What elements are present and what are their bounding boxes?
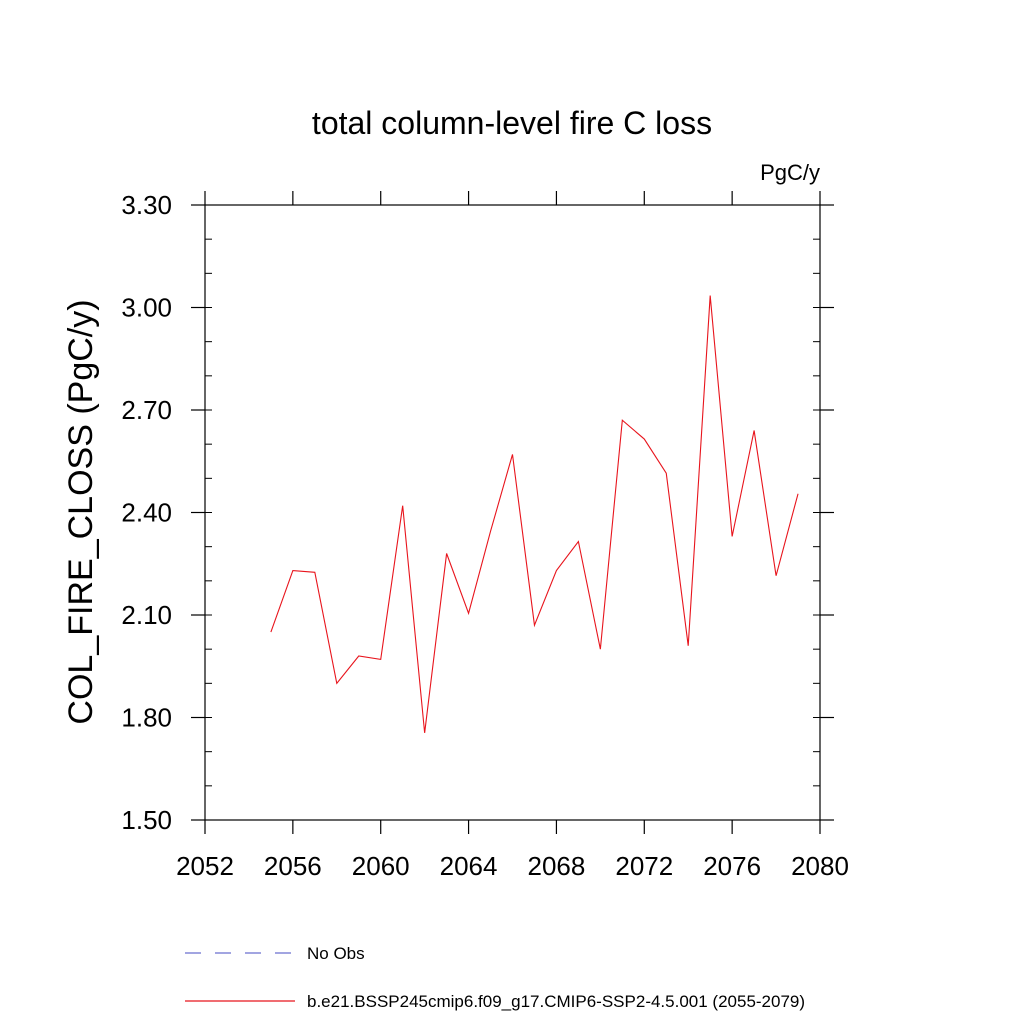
series-group bbox=[270, 295, 799, 733]
x-tick-label: 2068 bbox=[528, 851, 586, 881]
y-tick-label: 3.30 bbox=[121, 190, 172, 220]
legend-label-no-obs: No Obs bbox=[307, 944, 365, 963]
legend: No Obs b.e21.BSSP245cmip6.f09_g17.CMIP6-… bbox=[185, 944, 805, 1011]
x-tick-label: 2056 bbox=[264, 851, 322, 881]
series-line bbox=[270, 295, 799, 733]
x-tick-label: 2080 bbox=[791, 851, 849, 881]
legend-label-model: b.e21.BSSP245cmip6.f09_g17.CMIP6-SSP2-4.… bbox=[307, 992, 805, 1011]
axis-ticks bbox=[191, 191, 834, 834]
x-tick-label: 2076 bbox=[703, 851, 761, 881]
x-tick-label: 2052 bbox=[176, 851, 234, 881]
y-tick-label: 2.10 bbox=[121, 600, 172, 630]
y-tick-labels: 1.50 1.80 2.10 2.40 2.70 3.00 3.30 bbox=[121, 190, 172, 835]
x-tick-label: 2064 bbox=[440, 851, 498, 881]
plot-frame bbox=[204, 204, 821, 821]
y-tick-label: 1.80 bbox=[121, 703, 172, 733]
units-label: PgC/y bbox=[760, 160, 820, 185]
y-tick-label: 3.00 bbox=[121, 293, 172, 323]
x-tick-label: 2072 bbox=[615, 851, 673, 881]
y-tick-label: 2.40 bbox=[121, 498, 172, 528]
y-tick-label: 2.70 bbox=[121, 395, 172, 425]
y-axis-label: COL_FIRE_CLOSS (PgC/y) bbox=[62, 299, 100, 724]
x-tick-labels: 2052 2056 2060 2064 2068 2072 2076 2080 bbox=[176, 851, 849, 881]
x-tick-label: 2060 bbox=[352, 851, 410, 881]
chart-title: total column-level fire C loss bbox=[312, 105, 712, 141]
y-tick-label: 1.50 bbox=[121, 805, 172, 835]
